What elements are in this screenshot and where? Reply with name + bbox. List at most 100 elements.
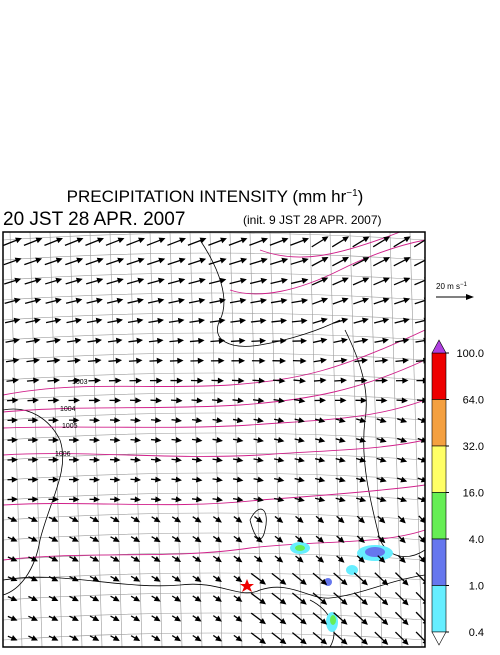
wind-arrowhead bbox=[73, 577, 77, 581]
wind-arrowhead bbox=[56, 299, 60, 303]
colorbar-segment bbox=[432, 539, 446, 586]
wind-arrowhead bbox=[258, 438, 262, 442]
wind-arrowhead bbox=[118, 279, 122, 283]
wind-arrowhead bbox=[217, 478, 221, 482]
wind-arrowhead bbox=[157, 379, 161, 383]
wind-arrowhead bbox=[403, 379, 407, 383]
precip-area bbox=[330, 615, 336, 625]
wind-arrowhead bbox=[93, 557, 97, 561]
colorbar-segment bbox=[432, 493, 446, 540]
wind-arrowhead bbox=[382, 398, 386, 402]
wind-arrowhead bbox=[176, 418, 180, 422]
wind-arrowhead bbox=[319, 438, 323, 442]
wind-arrowhead bbox=[96, 359, 100, 363]
wind-arrowhead bbox=[319, 458, 323, 462]
wind-arrow bbox=[416, 573, 428, 585]
wind-arrowhead bbox=[134, 617, 138, 621]
colorbar-segment bbox=[432, 586, 446, 633]
isobar-label: 1006 bbox=[55, 451, 71, 458]
ref-sup: −1 bbox=[460, 282, 468, 288]
wind-arrowhead bbox=[197, 438, 201, 442]
wind-arrowhead bbox=[116, 359, 120, 363]
wind-arrowhead bbox=[98, 238, 102, 242]
isobar bbox=[230, 240, 425, 294]
wind-arrowhead bbox=[119, 238, 123, 242]
wind-arrowhead bbox=[138, 279, 142, 283]
wind-arrowhead bbox=[363, 298, 367, 302]
wind-arrowhead bbox=[239, 379, 243, 383]
wind-arrowhead bbox=[241, 299, 245, 303]
wind-arrowhead bbox=[279, 399, 283, 403]
wind-arrowhead bbox=[53, 537, 58, 541]
wind-arrowhead bbox=[219, 339, 223, 343]
colorbar-over bbox=[432, 340, 446, 353]
wind-arrowhead bbox=[137, 339, 141, 343]
wind-arrowhead bbox=[405, 258, 409, 262]
colorbar-segment bbox=[432, 400, 446, 447]
wind-arrowhead bbox=[94, 438, 98, 442]
wind-arrowhead bbox=[343, 278, 347, 282]
wind-arrowhead bbox=[262, 279, 266, 283]
wind-arrowhead bbox=[279, 418, 283, 422]
precip-area bbox=[346, 565, 358, 575]
wind-arrowhead bbox=[319, 498, 323, 502]
wind-arrowhead bbox=[197, 478, 201, 482]
wind-arrowhead bbox=[238, 418, 242, 422]
wind-arrowhead bbox=[381, 478, 385, 482]
wind-arrowhead bbox=[53, 518, 58, 522]
wind-arrowhead bbox=[12, 557, 16, 561]
wind-arrowhead bbox=[340, 438, 344, 442]
wind-arrowhead bbox=[155, 557, 159, 561]
map: 1003 1004 1005 1006 bbox=[0, 232, 462, 650]
wind-arrowhead bbox=[157, 359, 161, 363]
wind-arrowhead bbox=[323, 258, 327, 262]
wind-arrowhead bbox=[282, 279, 286, 283]
wind-arrowhead bbox=[217, 498, 221, 502]
wind-arrowhead bbox=[198, 379, 202, 383]
wind-arrowhead bbox=[32, 597, 36, 601]
wind-arrowhead bbox=[303, 238, 307, 242]
wind-arrowhead bbox=[282, 299, 286, 303]
wind-arrowhead bbox=[95, 379, 99, 383]
wind-arrowhead bbox=[159, 259, 163, 263]
wind-arrowhead bbox=[197, 498, 201, 502]
wind-arrowhead bbox=[160, 238, 164, 242]
wind-arrow bbox=[416, 360, 428, 361]
wind-arrowhead bbox=[283, 238, 287, 242]
wind-arrowhead bbox=[258, 498, 262, 502]
wind-arrowhead bbox=[36, 279, 40, 283]
precip-area bbox=[365, 547, 385, 557]
wind-arrowhead bbox=[97, 279, 101, 283]
wind-arrowhead bbox=[12, 458, 16, 462]
wind-arrowhead bbox=[262, 259, 266, 263]
wind-arrowhead bbox=[382, 379, 386, 383]
wind-arrowhead bbox=[139, 258, 143, 262]
wind-arrowhead bbox=[12, 518, 16, 522]
wind-arrowhead bbox=[280, 359, 284, 363]
wind-arrowhead bbox=[94, 418, 98, 422]
wind-arrowhead bbox=[32, 636, 36, 640]
wind-arrowhead bbox=[54, 379, 58, 383]
isobar-label: 1005 bbox=[62, 423, 78, 430]
wind-arrowhead bbox=[114, 597, 118, 601]
wind-arrowhead bbox=[200, 299, 204, 303]
lat-lon-grid bbox=[0, 232, 462, 650]
wind-arrowhead bbox=[175, 597, 179, 601]
reference-vector-label: 20 m s−1 bbox=[436, 282, 468, 291]
wind-arrowhead bbox=[34, 359, 38, 363]
wind-arrowhead bbox=[383, 339, 387, 343]
wind-arrowhead bbox=[135, 497, 139, 501]
wind-arrowhead bbox=[93, 537, 97, 541]
colorbar-segment bbox=[432, 446, 446, 493]
colorbar: 100.064.032.016.04.01.00.4 bbox=[432, 340, 484, 645]
wind-arrowhead bbox=[360, 478, 364, 482]
wind-arrowhead bbox=[138, 299, 142, 303]
wind-arrowhead bbox=[33, 418, 37, 422]
wind-arrowhead bbox=[299, 498, 303, 502]
wind-arrowhead bbox=[136, 398, 140, 402]
wind-arrowhead bbox=[384, 237, 388, 241]
wind-arrowhead bbox=[302, 299, 306, 303]
init-time: (init. 9 JST 28 APR. 2007) bbox=[243, 213, 382, 227]
wind-arrowhead bbox=[238, 478, 242, 482]
